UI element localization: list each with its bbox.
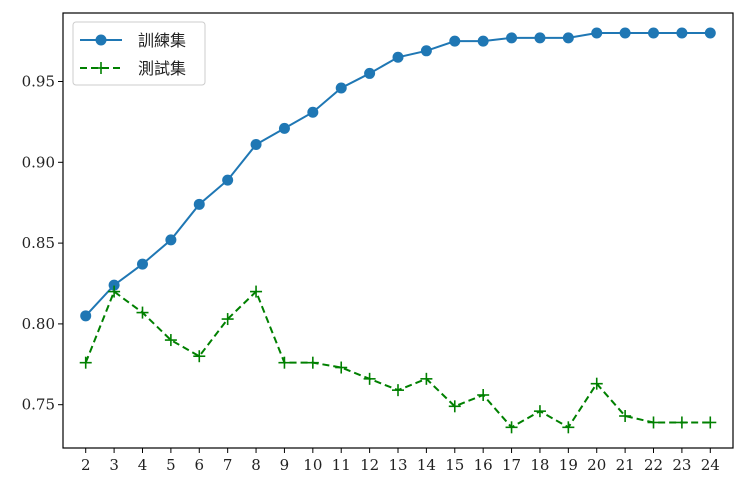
data-point <box>364 67 376 79</box>
x-tick-label: 24 <box>701 456 720 474</box>
data-point <box>562 32 574 44</box>
data-point <box>278 356 291 369</box>
x-tick-label: 11 <box>332 456 351 474</box>
legend-item-2: 測試集 <box>80 59 186 78</box>
data-point <box>222 174 234 186</box>
data-point <box>505 421 518 434</box>
x-tick-label: 15 <box>445 456 464 474</box>
data-point <box>193 198 205 210</box>
data-point <box>307 106 319 118</box>
data-point <box>250 285 263 298</box>
data-point <box>477 388 490 401</box>
data-point <box>221 313 234 326</box>
x-tick-label: 5 <box>166 456 176 474</box>
x-tick-label: 7 <box>223 456 233 474</box>
x-axis: 2 3 4 5 6 7 8 9 10 11 12 13 14 15 16 17 18 19 20 21 22 23 24 <box>81 448 720 474</box>
y-tick-label: 0.75 <box>22 396 55 414</box>
data-point <box>79 356 92 369</box>
data-point <box>619 27 631 39</box>
data-point <box>164 334 177 347</box>
data-point <box>392 51 404 63</box>
data-point <box>108 285 121 298</box>
data-point <box>676 27 688 39</box>
data-point <box>506 32 518 44</box>
legend-label: 訓練集 <box>138 31 186 50</box>
data-point <box>449 35 461 47</box>
legend-label: 測試集 <box>138 59 186 78</box>
series-layer <box>79 27 717 434</box>
data-point <box>80 310 92 322</box>
x-tick-label: 20 <box>587 456 606 474</box>
data-point <box>278 122 290 134</box>
data-point <box>136 306 149 319</box>
x-tick-label: 22 <box>644 456 663 474</box>
data-point <box>477 35 489 47</box>
y-tick-label: 0.95 <box>22 73 55 91</box>
data-point <box>392 384 404 397</box>
data-point <box>165 234 177 246</box>
data-point <box>562 421 575 434</box>
legend-item-1: 訓練集 <box>80 31 186 50</box>
data-point <box>704 27 716 39</box>
y-tick-label: 0.90 <box>22 153 55 171</box>
legend-marker <box>95 34 107 46</box>
x-tick-label: 6 <box>194 456 204 474</box>
data-point <box>250 139 262 151</box>
y-axis: 0.75 0.80 0.85 0.90 0.95 <box>22 73 63 414</box>
x-tick-label: 21 <box>616 456 635 474</box>
x-tick-label: 19 <box>559 456 578 474</box>
x-tick-label: 18 <box>530 456 549 474</box>
y-tick-label: 0.85 <box>22 234 55 252</box>
data-point <box>534 32 546 44</box>
x-tick-label: 9 <box>280 456 290 474</box>
x-tick-label: 17 <box>502 456 521 474</box>
x-tick-label: 16 <box>474 456 493 474</box>
data-point <box>193 350 206 363</box>
data-point <box>136 258 148 270</box>
x-tick-label: 23 <box>672 456 691 474</box>
x-tick-label: 2 <box>81 456 91 474</box>
x-tick-label: 10 <box>303 456 322 474</box>
data-point <box>533 405 546 418</box>
data-point <box>448 400 461 413</box>
data-point <box>704 416 717 429</box>
data-point <box>647 416 660 429</box>
data-point <box>363 372 376 385</box>
data-point <box>619 410 632 423</box>
x-tick-label: 12 <box>360 456 379 474</box>
y-tick-label: 0.80 <box>22 315 55 333</box>
x-tick-label: 14 <box>417 456 436 474</box>
data-point <box>335 82 347 94</box>
data-point <box>675 416 688 429</box>
x-tick-label: 4 <box>138 456 148 474</box>
x-tick-label: 13 <box>388 456 407 474</box>
x-tick-label: 3 <box>109 456 119 474</box>
data-point <box>591 27 603 39</box>
data-point <box>420 372 433 385</box>
data-point <box>590 377 603 390</box>
data-point <box>306 356 319 369</box>
data-point <box>335 361 348 374</box>
x-tick-label: 8 <box>251 456 261 474</box>
data-point <box>648 27 660 39</box>
data-point <box>108 279 120 291</box>
data-point <box>420 45 432 57</box>
